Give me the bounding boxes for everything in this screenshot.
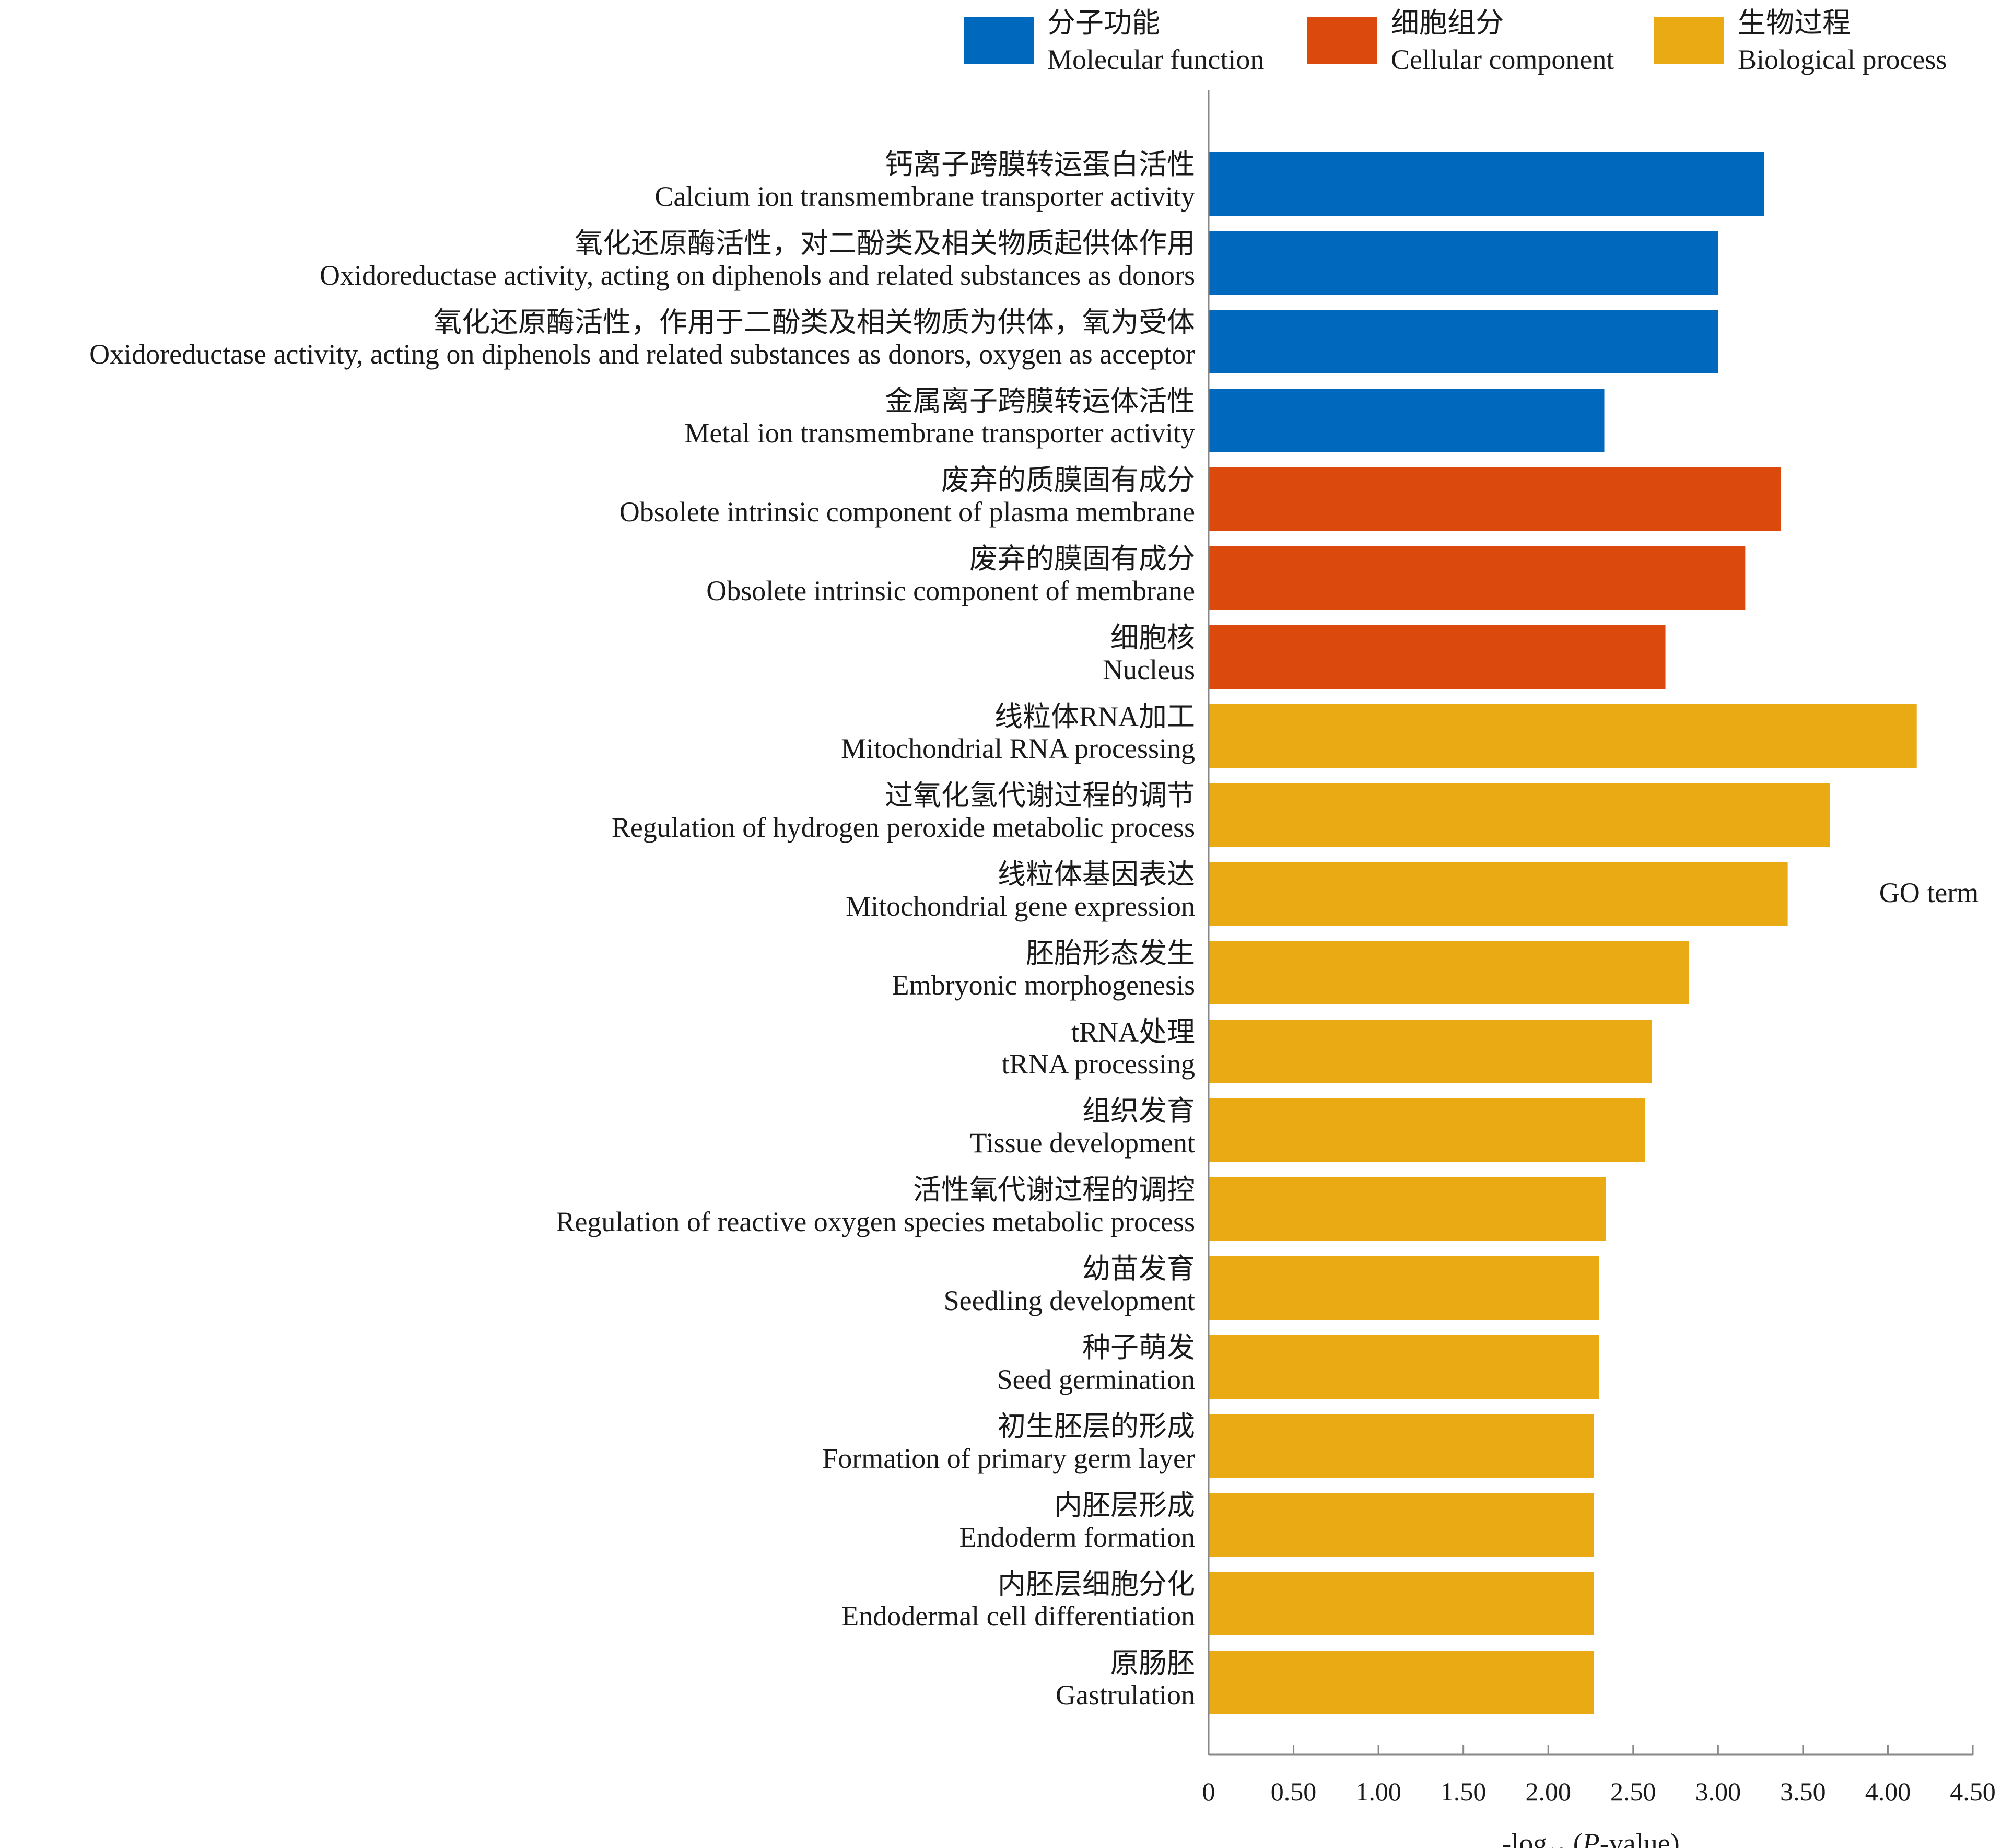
category-label-cn: 钙离子跨膜转运蛋白活性 (885, 149, 1195, 180)
bar (1209, 1493, 1595, 1557)
legend-label-en: Cellular component (1391, 44, 1614, 75)
category-label-cn: 废弃的膜固有成分 (969, 543, 1195, 575)
y-axis-title: GO term (1879, 877, 1979, 908)
category-label-en: Mitochondrial RNA processing (841, 733, 1195, 764)
bar (1209, 1256, 1599, 1320)
category-label-cn: 氧化还原酶活性，对二酚类及相关物质起供体作用 (575, 228, 1195, 259)
category-label-cn: tRNA处理 (1071, 1016, 1195, 1048)
bar (1209, 389, 1605, 452)
category-label-en: Seedling development (944, 1285, 1195, 1316)
category-label-en: Tissue development (970, 1127, 1196, 1159)
bar (1209, 1177, 1606, 1241)
category-label-cn: 线粒体基因表达 (998, 859, 1195, 890)
category-label-cn: 过氧化氢代谢过程的调节 (885, 780, 1195, 811)
category-label-en: Endoderm formation (959, 1522, 1195, 1553)
category-label-cn: 活性氧代谢过程的调控 (913, 1174, 1195, 1206)
category-label-en: Metal ion transmembrane transporter acti… (684, 417, 1195, 449)
bar (1209, 941, 1690, 1004)
category-label-cn: 内胚层形成 (1054, 1490, 1195, 1521)
category-label-cn: 内胚层细胞分化 (998, 1569, 1195, 1600)
bar (1209, 704, 1917, 768)
category-label-en: Oxidoreductase activity, acting on diphe… (320, 260, 1195, 291)
legend-label-cn: 分子功能 (1047, 7, 1160, 39)
x-tick-label: 2.00 (1525, 1777, 1571, 1806)
category-label-cn: 氧化还原酶活性，作用于二酚类及相关物质为供体，氧为受体 (434, 307, 1195, 338)
category-label-en: Obsolete intrinsic component of membrane (706, 575, 1195, 606)
bar (1209, 467, 1781, 531)
legend-label-cn: 细胞组分 (1391, 7, 1504, 39)
x-tick-label: 2.50 (1610, 1777, 1656, 1806)
bars (1209, 152, 1917, 1714)
x-axis-ticks: 0 0.50 1.00 1.50 2.00 2.50 3.00 3.50 4.00 4.50 (1202, 1745, 1996, 1806)
bar (1209, 152, 1764, 216)
x-axis-title: -log10 (P-value) (1502, 1828, 1679, 1848)
category-label-en: tRNA processing (1002, 1048, 1196, 1080)
x-tick-label: 3.00 (1695, 1777, 1741, 1806)
bar (1209, 625, 1666, 689)
category-label-en: Mitochondrial gene expression (846, 891, 1195, 922)
category-label-cn: 幼苗发育 (1082, 1253, 1195, 1284)
category-label-en: Calcium ion transmembrane transporter ac… (654, 181, 1195, 212)
bar (1209, 1572, 1595, 1635)
bar (1209, 1414, 1595, 1478)
category-label-cn: 原肠胚 (1110, 1647, 1195, 1679)
category-label-cn: 种子萌发 (1082, 1332, 1195, 1363)
x-tick-label: 4.50 (1950, 1777, 1996, 1806)
bar (1209, 231, 1718, 295)
legend: 分子功能 Molecular function 细胞组分 Cellular compo… (964, 7, 1947, 75)
category-label-en: Obsolete intrinsic component of plasma m… (619, 496, 1195, 528)
x-tick-label: 3.50 (1780, 1777, 1826, 1806)
legend-swatch-bp (1654, 17, 1724, 64)
x-tick-label: 0 (1202, 1777, 1215, 1806)
category-label-cn: 细胞核 (1110, 622, 1195, 653)
category-label-en: Regulation of reactive oxygen species me… (556, 1206, 1195, 1237)
bar (1209, 1020, 1652, 1083)
legend-swatch-mf (964, 17, 1034, 64)
bar (1209, 783, 1830, 847)
category-label-cn: 废弃的质膜固有成分 (941, 464, 1195, 496)
bar (1209, 1651, 1595, 1714)
category-label-en: Endodermal cell differentiation (841, 1600, 1195, 1632)
bar (1209, 1335, 1599, 1399)
category-label-cn: 胚胎形态发生 (1026, 938, 1195, 969)
legend-label-en: Molecular function (1047, 44, 1264, 75)
category-label-cn: 线粒体RNA加工 (994, 701, 1195, 732)
x-tick-label: 0.50 (1271, 1777, 1317, 1806)
x-tick-label: 4.00 (1865, 1777, 1911, 1806)
category-label-en: Oxidoreductase activity, acting on diphe… (89, 338, 1195, 370)
category-label-en: Gastrulation (1056, 1679, 1195, 1711)
legend-swatch-cc (1307, 17, 1377, 64)
category-label-cn: 金属离子跨膜转运体活性 (885, 385, 1195, 417)
category-label-en: Regulation of hydrogen peroxide metaboli… (612, 812, 1195, 843)
x-tick-label: 1.00 (1355, 1777, 1401, 1806)
category-label-cn: 初生胚层的形成 (998, 1411, 1195, 1442)
bar (1209, 310, 1718, 373)
bar (1209, 1098, 1645, 1162)
legend-label-cn: 生物过程 (1738, 7, 1851, 39)
category-label-en: Formation of primary germ layer (822, 1443, 1195, 1474)
axes (1208, 90, 1973, 1756)
bar (1209, 862, 1788, 926)
legend-label-en: Biological process (1738, 44, 1947, 75)
x-tick-label: 1.50 (1441, 1777, 1487, 1806)
bar (1209, 546, 1746, 610)
category-label-en: Seed germination (997, 1364, 1195, 1395)
category-label-cn: 组织发育 (1082, 1095, 1195, 1127)
category-label-en: Embryonic morphogenesis (892, 969, 1195, 1001)
category-label-en: Nucleus (1103, 654, 1195, 685)
